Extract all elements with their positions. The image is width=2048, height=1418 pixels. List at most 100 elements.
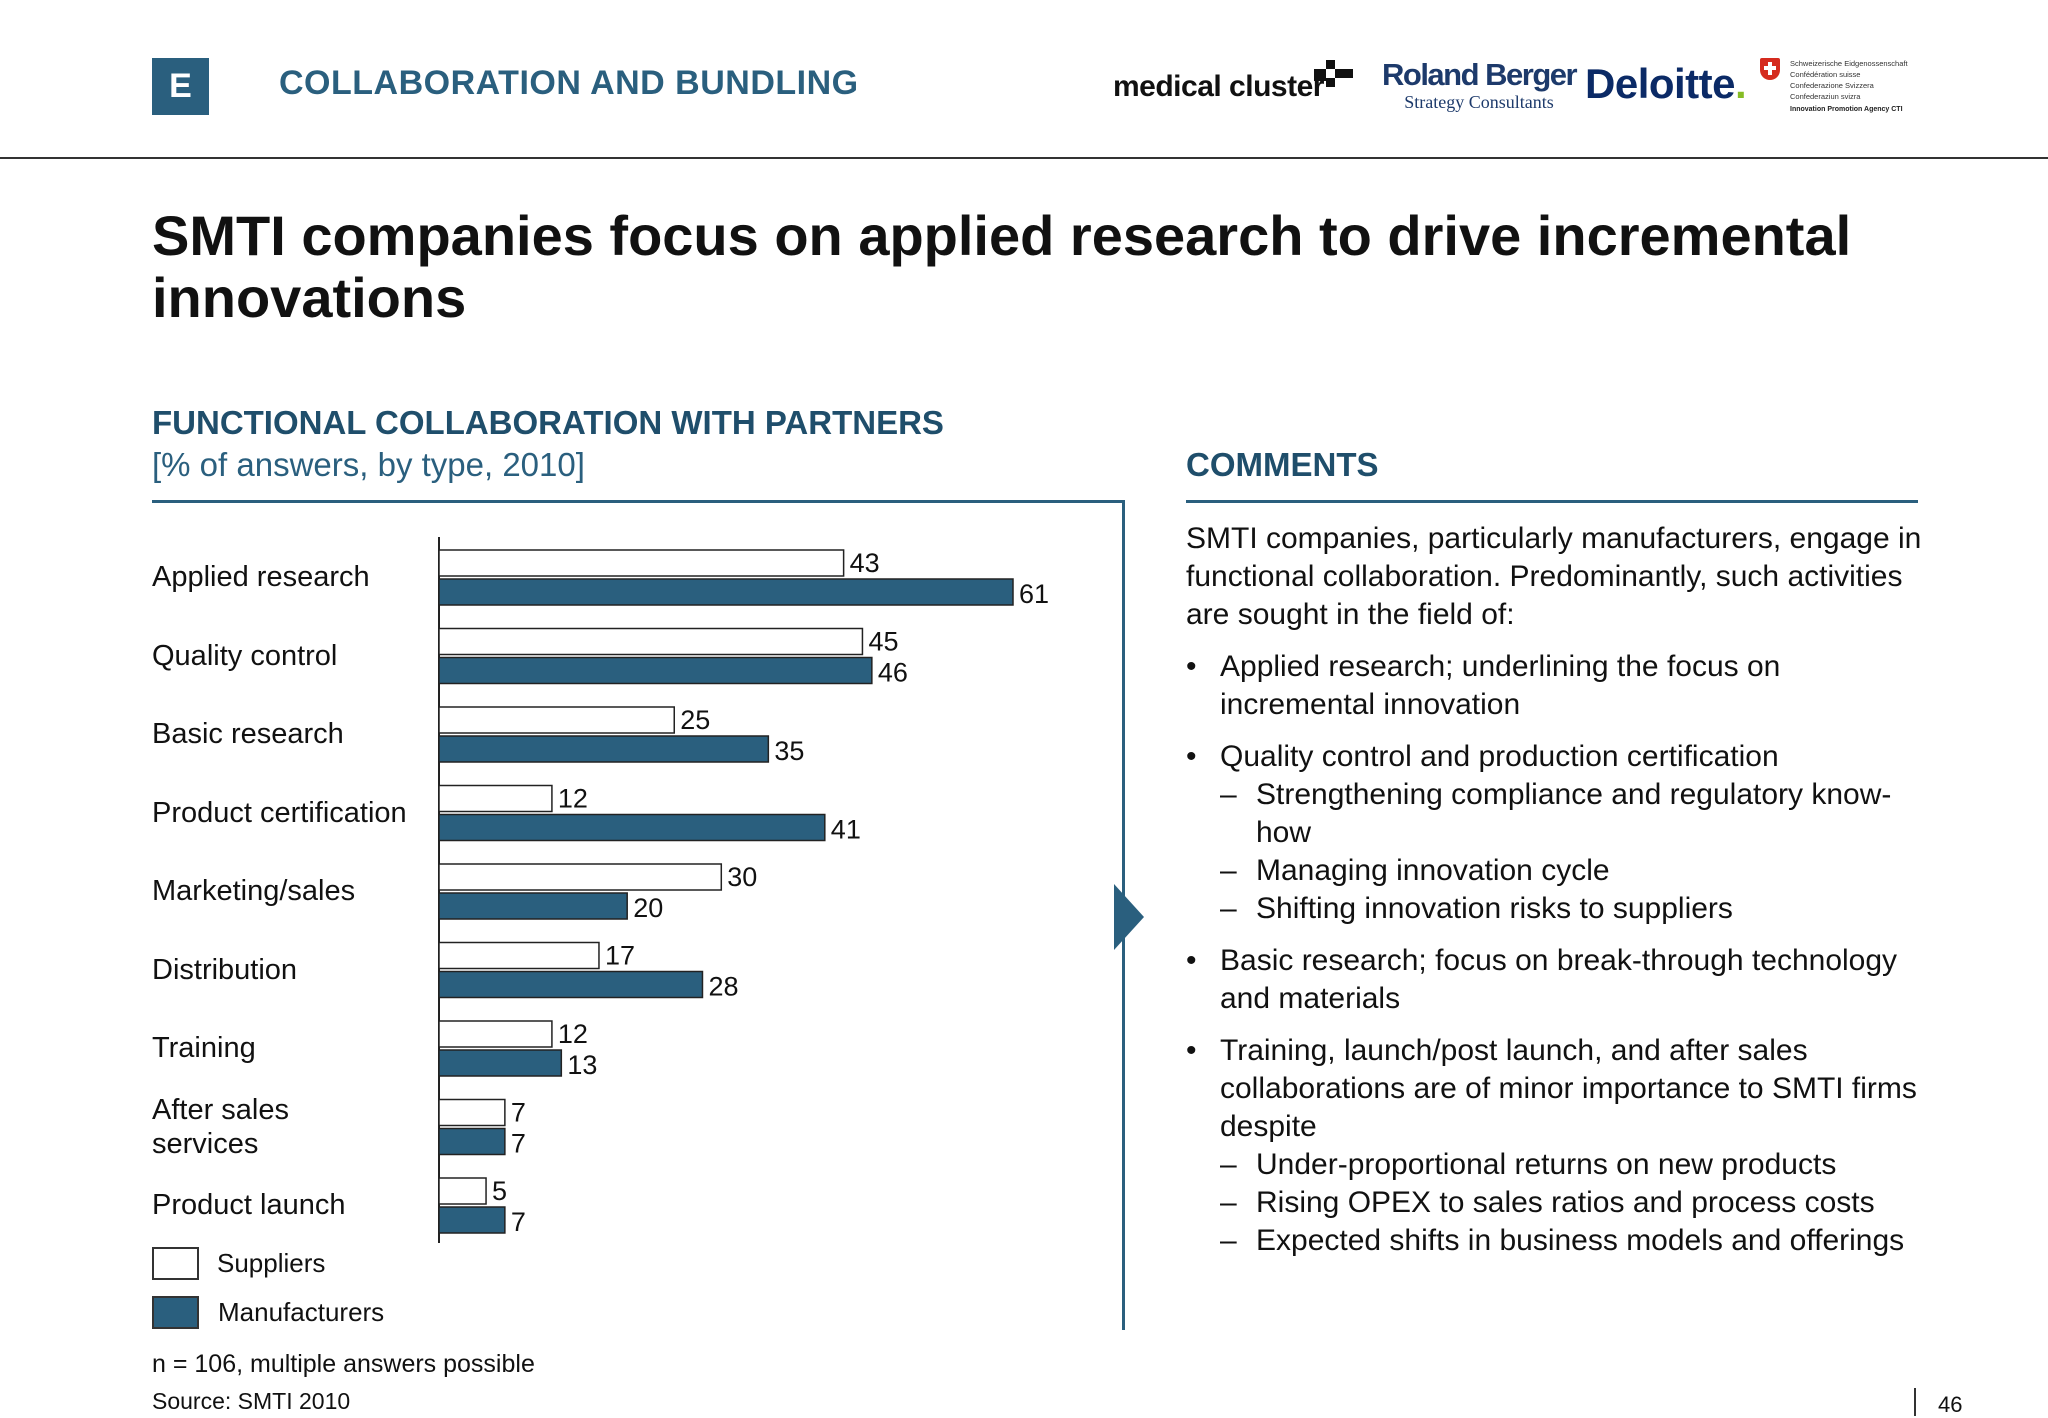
comment-sub-text: Managing innovation cycle (1256, 854, 1610, 887)
legend-label-manufacturers: Manufacturers (218, 1297, 385, 1327)
comments-intro: SMTI companies, particularly manufacture… (1186, 522, 1922, 631)
chart-title: FUNCTIONAL COLLABORATION WITH PARTNERS (152, 404, 944, 441)
data-label: 41 (831, 815, 861, 845)
category-label-line: Training (152, 1032, 256, 1064)
comment-sub-text: Shifting innovation risks to suppliers (1256, 892, 1733, 925)
bar-manufacturers (438, 970, 704, 999)
category-label-line: Quality control (152, 639, 338, 672)
comment-sub-item: – Under-proportional returns on new produ… (1186, 1146, 1926, 1184)
comment-sub-item: – Expected shifts in business models and … (1186, 1222, 1926, 1260)
category-label-line: Product launch (152, 1189, 346, 1221)
data-label: 46 (878, 658, 908, 688)
data-label: 5 (492, 1176, 507, 1206)
data-label: 7 (511, 1129, 526, 1159)
category-label-line: Marketing/sales (152, 875, 356, 907)
bar-suppliers (438, 1098, 506, 1127)
swiss-line-4: Confederaziun svizra (1790, 92, 1861, 101)
swiss-cti-logo: Schweizerische Eidgenossenschaft Confédé… (1758, 56, 1934, 122)
swiss-shield-icon (1760, 58, 1780, 80)
comments-title: COMMENTS (1186, 446, 1379, 483)
comment-sub-text: Under-proportional returns on new produc… (1256, 1148, 1837, 1181)
comment-sub-text: Rising OPEX to sales ratios and process … (1256, 1186, 1875, 1219)
bar-suppliers (438, 706, 675, 734)
bar-suppliers (438, 1177, 487, 1205)
comment-bullets: • Applied research; underlining the focus… (1186, 648, 1926, 1260)
data-label: 13 (567, 1050, 597, 1080)
legend-swatch-manufacturers (152, 1296, 199, 1329)
comment-bullet: • Training, launch/post launch, and after… (1186, 1032, 1926, 1260)
sub-dash: – (1220, 1148, 1237, 1181)
section-letter-badge: E (152, 58, 209, 115)
category-label: Distribution (152, 953, 297, 987)
bar-manufacturers (438, 892, 628, 920)
bar-manufacturers (438, 1127, 506, 1156)
category-label-line: Product certification (152, 796, 407, 829)
deloitte-logo: Deloitte. (1585, 60, 1747, 108)
data-label: 17 (605, 941, 635, 971)
roland-berger-tagline: Strategy Consultants (1404, 92, 1554, 112)
page-title: SMTI companies focus on applied research… (152, 204, 1852, 329)
sub-dash: – (1220, 778, 1237, 811)
category-label-line: Basic research (152, 718, 344, 750)
bar-manufacturers (438, 1206, 506, 1234)
category-label: After sales services (152, 1093, 289, 1161)
chart-panel-rule (152, 500, 1124, 503)
swiss-agency: Innovation Promotion Agency CTI (1790, 106, 1903, 113)
bar-suppliers (438, 627, 864, 656)
bullet-dot: • (1186, 944, 1197, 977)
page-number-separator (1914, 1388, 1916, 1416)
bar-suppliers (438, 549, 845, 577)
bullet-dot: • (1186, 1034, 1197, 1067)
category-label-line: services (152, 1127, 259, 1160)
roland-berger-name: Roland Berger (1382, 57, 1578, 92)
category-label: Product launch (152, 1188, 345, 1222)
bar-suppliers (438, 784, 553, 813)
sub-dash: – (1220, 854, 1237, 887)
bar-manufacturers (438, 656, 873, 685)
bar-suppliers (438, 1020, 553, 1048)
comment-sub-item: – Rising OPEX to sales ratios and process… (1186, 1184, 1926, 1222)
category-label-line: After sales (152, 1093, 289, 1126)
data-label: 35 (774, 736, 804, 766)
bar-suppliers (438, 941, 600, 970)
arrow-right-icon (1114, 884, 1144, 950)
data-label: 12 (558, 1019, 588, 1049)
comment-bullet-text: Applied research; underlining the focus … (1220, 650, 1781, 721)
data-label: 7 (511, 1098, 526, 1128)
deloitte-dot: . (1735, 60, 1747, 107)
category-label: Product certification (152, 796, 407, 830)
legend-label-suppliers: Suppliers (217, 1248, 326, 1278)
category-label: Applied research (152, 560, 370, 594)
medical-cluster-mark-icon (1314, 60, 1353, 87)
bar-manufacturers (438, 813, 826, 842)
footnote: n = 106, multiple answers possible (152, 1350, 535, 1378)
category-label: Training (152, 1031, 256, 1065)
roland-berger-logo: Roland Berger Strategy Consultants (1382, 57, 1578, 113)
comment-bullet-text: Basic research; focus on break-through t… (1220, 944, 1898, 1015)
comment-sub-text: Strengthening compliance and regulatory … (1256, 778, 1892, 849)
data-label: 7 (511, 1207, 526, 1237)
swiss-line-3: Confederazione Svizzera (1790, 81, 1874, 90)
data-label: 25 (680, 705, 710, 735)
category-label-line: Distribution (152, 953, 298, 986)
chart-subtitle: [% of answers, by type, 2010] (152, 446, 585, 483)
bar-manufacturers (438, 735, 770, 763)
comments-body: SMTI companies, particularly manufacture… (1186, 520, 1926, 1274)
data-label: 43 (850, 548, 880, 578)
medical-cluster-logo: medical cluster (1113, 70, 1324, 103)
category-label: Quality control (152, 639, 337, 673)
category-label: Basic research (152, 717, 344, 751)
page-number: 46 (1938, 1392, 1963, 1417)
data-label: 45 (868, 627, 898, 657)
sub-dash: – (1220, 1224, 1237, 1257)
legend-swatch-suppliers (152, 1247, 199, 1280)
sub-dash: – (1220, 892, 1237, 925)
bar-manufacturers (438, 578, 1014, 606)
swiss-line-1: Schweizerische Eidgenossenschaft (1790, 59, 1908, 68)
comment-sub-item: – Shifting innovation risks to suppliers (1186, 890, 1926, 928)
bullet-dot: • (1186, 650, 1197, 683)
comment-sub-item: – Strengthening compliance and regulatory… (1186, 776, 1926, 852)
sub-dash: – (1220, 1186, 1237, 1219)
comments-rule (1186, 500, 1918, 503)
